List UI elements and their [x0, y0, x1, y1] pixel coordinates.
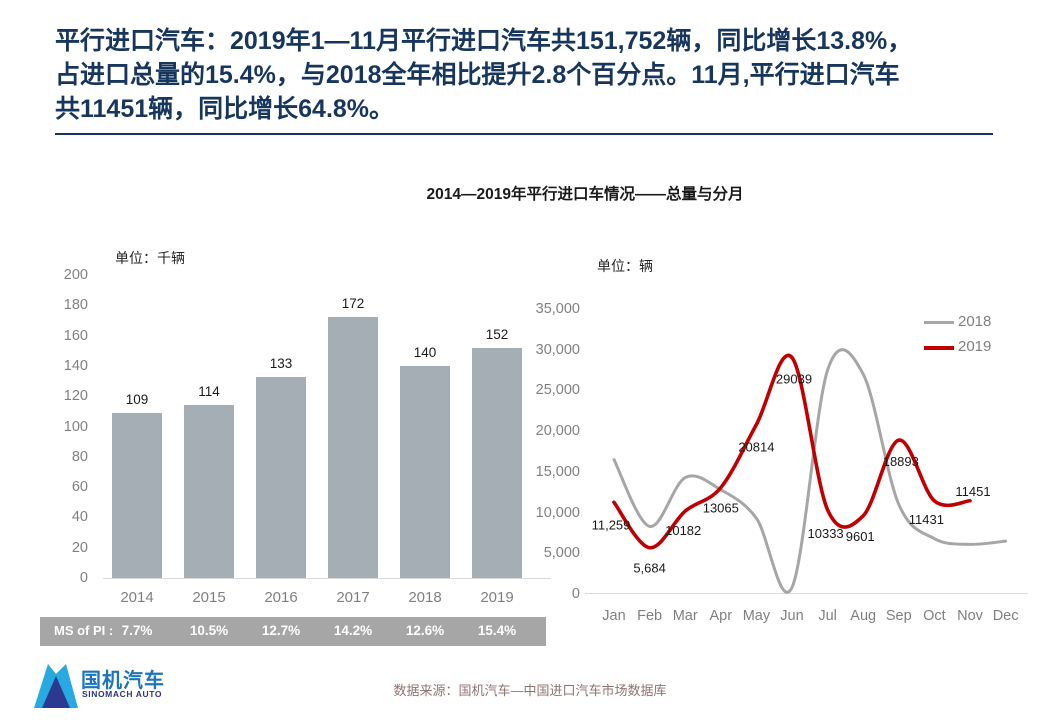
- y-axis-tick-label: 15,000: [535, 463, 580, 480]
- slide-title-line-1: 平行进口汽车：2019年1—11月平行进口汽车共151,752辆，同比增长13.…: [55, 27, 913, 55]
- data-point-label: 13065: [703, 501, 739, 516]
- y-axis-tick-label: 100: [63, 418, 88, 435]
- sinomach-logo-icon: [34, 664, 78, 708]
- y-axis-tick-label: 0: [79, 570, 88, 586]
- y-axis-tick-label: 60: [71, 479, 88, 496]
- legend-label-2018: 2018: [958, 313, 992, 330]
- logo-text-en: SINOMACH AUTO: [82, 689, 163, 699]
- bar-value-label: 133: [269, 356, 293, 371]
- y-axis-tick-label: 20: [71, 539, 88, 556]
- x-axis-year-label: 2018: [408, 589, 442, 606]
- ms-of-pi-value: 15.4%: [477, 623, 517, 638]
- ms-of-pi-value: 12.7%: [261, 623, 301, 638]
- bar-value-label: 140: [413, 345, 437, 360]
- x-axis-month-label: Mar: [672, 608, 698, 624]
- x-axis-month-label: Jan: [602, 608, 626, 624]
- x-axis-year-label: 2017: [336, 589, 370, 606]
- data-point-label: 10333: [808, 526, 844, 541]
- data-point-label: 11,259: [592, 517, 631, 532]
- y-axis-tick-label: 40: [71, 509, 88, 526]
- legend-line-swatch-2019: [924, 346, 954, 350]
- y-axis-tick-label: 30,000: [535, 341, 580, 358]
- data-point-label: 29039: [776, 372, 812, 387]
- data-point-label: 10182: [665, 523, 701, 538]
- data-point-label: 11431: [909, 512, 944, 527]
- x-axis-month-label: Sep: [885, 608, 912, 624]
- ms-of-pi-value: 14.2%: [333, 623, 373, 638]
- data-point-label: 9601: [846, 529, 875, 544]
- legend-label-2019: 2019: [958, 338, 992, 355]
- left-chart-unit-label: 单位：千辆: [115, 250, 185, 266]
- line-chart-baseline: [585, 593, 1028, 594]
- x-axis-year-label: 2016: [264, 589, 298, 606]
- line-2019: [612, 353, 972, 550]
- slide-title-line-3: 共11451辆，同比增长64.8%。: [55, 95, 395, 123]
- ms-of-pi-value: 10.5%: [189, 623, 229, 638]
- bar-value-label: 172: [341, 296, 365, 311]
- y-axis-tick-label: 200: [63, 267, 88, 283]
- x-axis-month-label: May: [742, 608, 771, 624]
- bar: [328, 317, 378, 578]
- legend-line-swatch-2018: [924, 321, 954, 324]
- y-axis-tick-label: 25,000: [535, 382, 580, 399]
- line-2018: [612, 348, 1008, 594]
- ms-of-pi-label: MS of PI :: [54, 623, 114, 638]
- bar-value-label: 109: [125, 392, 149, 407]
- y-axis-tick-label: 140: [63, 357, 88, 374]
- slide-title: 平行进口汽车：2019年1—11月平行进口汽车共151,752辆，同比增长13.…: [55, 24, 993, 135]
- x-axis-month-label: Apr: [709, 608, 733, 624]
- data-point-label: 20814: [738, 440, 774, 455]
- x-axis-year-label: 2015: [192, 589, 226, 606]
- logo-text-cn: 国机汽车: [81, 670, 165, 692]
- bar: [256, 377, 306, 578]
- x-axis-month-label: Jul: [818, 608, 837, 624]
- data-point-label: 18893: [883, 454, 919, 469]
- right-chart-unit-label: 单位：辆: [597, 258, 653, 274]
- x-axis-month-label: Oct: [923, 608, 946, 624]
- bar-value-label: 114: [198, 384, 220, 399]
- bar-value-label: 152: [485, 327, 509, 342]
- data-source-text: 数据来源：国机汽车—中国进口汽车市场数据库: [393, 683, 667, 698]
- x-axis-month-label: Feb: [637, 608, 663, 624]
- y-axis-tick-label: 120: [63, 388, 88, 405]
- ms-of-pi-value: 7.7%: [121, 623, 153, 638]
- y-axis-tick-label: 5,000: [543, 545, 580, 562]
- bar: [400, 366, 450, 578]
- ms-of-pi-value: 12.6%: [405, 623, 445, 638]
- x-axis-month-label: Aug: [850, 608, 877, 624]
- x-axis-year-label: 2019: [480, 589, 514, 606]
- data-point-label: 5,684: [633, 561, 666, 576]
- slide-title-line-2: 占进口总量的15.4%，与2018全年相比提升2.8个百分点。11月,平行进口汽…: [55, 61, 900, 89]
- y-axis-tick-label: 10,000: [535, 504, 580, 521]
- bar: [184, 405, 234, 578]
- x-axis-month-label: Dec: [992, 608, 1019, 624]
- y-axis-tick-label: 180: [63, 297, 88, 314]
- chart-title: 2014—2019年平行进口车情况——总量与分月: [426, 186, 744, 203]
- y-axis-tick-label: 80: [71, 448, 88, 465]
- bar: [112, 413, 162, 578]
- y-axis-tick-label: 35,000: [535, 301, 580, 317]
- ms-of-pi-band: MS of PI : 7.7% 10.5% 12.7% 14.2% 12.6% 15.4%: [40, 617, 546, 646]
- bar-chart-baseline: [103, 578, 551, 579]
- y-axis-tick-label: 20,000: [535, 423, 580, 440]
- data-point-label: 11451: [955, 484, 990, 499]
- x-axis-month-label: Jun: [780, 608, 804, 624]
- bar: [472, 348, 522, 578]
- y-axis-tick-label: 160: [63, 327, 88, 344]
- y-axis-tick-label: 0: [571, 585, 580, 602]
- x-axis-year-label: 2014: [120, 589, 154, 606]
- x-axis-month-label: Nov: [957, 608, 983, 624]
